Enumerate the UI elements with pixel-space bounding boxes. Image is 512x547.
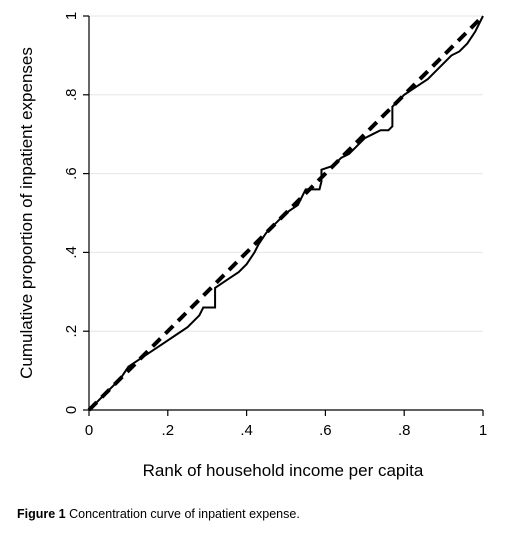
y-tick-label-2: .4 xyxy=(63,246,80,259)
gridlines xyxy=(89,15,483,332)
y-axis-title: Cumulative proportion of inpatient expen… xyxy=(17,47,36,379)
x-tick-label-3: .6 xyxy=(319,422,332,439)
x-tick-label-4: .8 xyxy=(398,422,411,439)
y-tick-label-5: 1 xyxy=(63,12,80,20)
y-tick-label-4: .8 xyxy=(63,89,80,102)
figure-caption: Figure 1 Concentration curve of inpatien… xyxy=(17,507,300,521)
y-tick-label-0: 0 xyxy=(63,406,80,414)
x-axis-title: Rank of household income per capita xyxy=(143,461,424,480)
series xyxy=(87,14,485,412)
y-axis-ticks: 0 .2 .4 .6 .8 1 xyxy=(63,12,89,414)
figure-caption-label: Figure 1 xyxy=(17,507,66,521)
x-tick-label-1: .2 xyxy=(162,422,175,439)
x-tick-label-0: 0 xyxy=(85,422,93,439)
x-axis-ticks: 0 .2 .4 .6 .8 1 xyxy=(85,410,487,439)
line-of-equality xyxy=(87,14,485,412)
axes xyxy=(88,16,483,411)
x-tick-label-5: 1 xyxy=(479,422,487,439)
concentration-chart: 0 .2 .4 .6 .8 1 0 .2 .4 .6 .8 1 Rank of household … xyxy=(17,12,487,480)
x-tick-label-2: .4 xyxy=(240,422,253,439)
y-tick-label-3: .6 xyxy=(63,167,80,180)
y-tick-label-1: .2 xyxy=(63,325,80,338)
figure-caption-text: Concentration curve of inpatient expense… xyxy=(69,507,300,521)
